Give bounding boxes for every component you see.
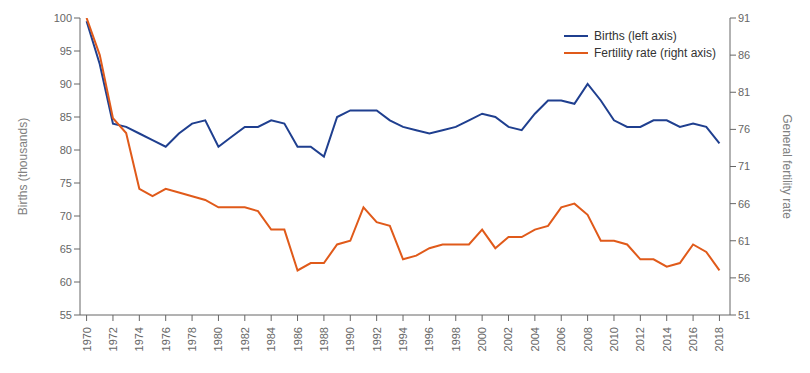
svg-text:91: 91 xyxy=(738,12,750,24)
svg-text:2016: 2016 xyxy=(687,327,699,351)
svg-text:60: 60 xyxy=(60,276,72,288)
svg-text:95: 95 xyxy=(60,45,72,57)
html-text:Fertility rate (right axis): Fertility rate (right axis) xyxy=(594,46,716,60)
svg-text:85: 85 xyxy=(60,111,72,123)
svg-text:100: 100 xyxy=(54,12,72,24)
html-text:Births (left axis): Births (left axis) xyxy=(594,29,677,43)
svg-text:55: 55 xyxy=(60,309,72,321)
svg-text:76: 76 xyxy=(738,123,750,135)
svg-text:2012: 2012 xyxy=(634,327,646,351)
svg-text:61: 61 xyxy=(738,235,750,247)
svg-text:90: 90 xyxy=(60,78,72,90)
svg-text:1978: 1978 xyxy=(186,327,198,351)
svg-text:81: 81 xyxy=(738,86,750,98)
svg-text:56: 56 xyxy=(738,272,750,284)
svg-text:2000: 2000 xyxy=(476,327,488,351)
svg-text:86: 86 xyxy=(738,49,750,61)
svg-text:2004: 2004 xyxy=(529,327,541,351)
svg-text:2014: 2014 xyxy=(661,327,673,351)
svg-text:General fertility rate: General fertility rate xyxy=(780,114,794,219)
svg-text:1970: 1970 xyxy=(81,327,93,351)
svg-text:1974: 1974 xyxy=(133,327,145,351)
svg-text:2018: 2018 xyxy=(713,327,725,351)
svg-text:70: 70 xyxy=(60,210,72,222)
svg-text:1990: 1990 xyxy=(344,327,356,351)
svg-text:71: 71 xyxy=(738,160,750,172)
svg-text:1982: 1982 xyxy=(239,327,251,351)
svg-text:80: 80 xyxy=(60,144,72,156)
svg-text:2006: 2006 xyxy=(555,327,567,351)
svg-text:1988: 1988 xyxy=(318,327,330,351)
svg-text:75: 75 xyxy=(60,177,72,189)
svg-text:1992: 1992 xyxy=(371,327,383,351)
svg-text:66: 66 xyxy=(738,198,750,210)
svg-text:1980: 1980 xyxy=(212,327,224,351)
svg-text:65: 65 xyxy=(60,243,72,255)
svg-text:2002: 2002 xyxy=(502,327,514,351)
svg-text:Births (thousands): Births (thousands) xyxy=(16,118,30,215)
svg-text:1996: 1996 xyxy=(423,327,435,351)
svg-text:2010: 2010 xyxy=(608,327,620,351)
svg-text:1976: 1976 xyxy=(160,327,172,351)
svg-text:51: 51 xyxy=(738,309,750,321)
svg-text:1984: 1984 xyxy=(265,327,277,351)
svg-text:1994: 1994 xyxy=(397,327,409,351)
svg-text:1972: 1972 xyxy=(107,327,119,351)
svg-text:2008: 2008 xyxy=(582,327,594,351)
svg-text:1998: 1998 xyxy=(450,327,462,351)
svg-text:1986: 1986 xyxy=(292,327,304,351)
